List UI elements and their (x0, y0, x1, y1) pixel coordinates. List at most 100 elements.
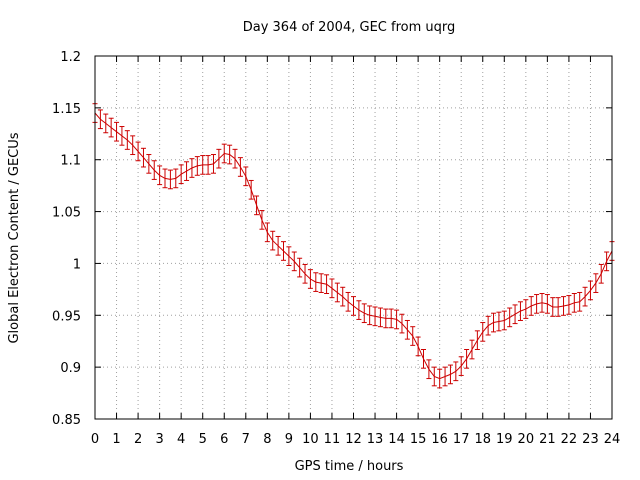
data-point-errorbar (151, 160, 157, 180)
x-tick-label: 16 (431, 432, 448, 447)
data-point-errorbar (491, 312, 497, 333)
data-point-errorbar (571, 293, 577, 313)
data-point-errorbar (275, 235, 281, 256)
data-point-errorbar (404, 319, 410, 340)
data-point-errorbar (140, 147, 146, 168)
data-point-errorbar (200, 155, 206, 175)
x-tick-label: 24 (604, 432, 621, 447)
x-tick-label: 6 (220, 432, 228, 447)
chart-title: Day 364 of 2004, GEC from uqrg (243, 20, 456, 35)
data-point-errorbar (189, 158, 195, 178)
data-point-errorbar (534, 294, 540, 314)
data-point-errorbar (114, 121, 120, 142)
y-tick-label: 1 (73, 257, 81, 272)
data-point-errorbar (178, 164, 184, 185)
data-point-errorbar (297, 257, 303, 278)
data-point-errorbar (496, 311, 502, 332)
y-tick-label: 1.2 (60, 50, 81, 65)
x-tick-label: 7 (242, 432, 250, 447)
data-point-errorbar (421, 349, 427, 369)
data-point-errorbar (442, 366, 448, 387)
x-tick-label: 18 (474, 432, 491, 447)
data-point-errorbar (566, 295, 572, 315)
data-point-errorbar (593, 273, 599, 293)
data-point-errorbar (544, 294, 550, 314)
data-point-errorbar (97, 109, 103, 130)
x-tick-label: 2 (134, 432, 142, 447)
y-tick-label: 0.85 (52, 413, 81, 428)
data-point-errorbar (485, 315, 491, 336)
data-point-errorbar (399, 313, 405, 334)
data-point-errorbar (103, 113, 109, 134)
data-point-errorbar (480, 322, 486, 342)
x-tick-label: 10 (302, 432, 319, 447)
data-point-errorbar (464, 349, 470, 369)
data-point-errorbar (415, 336, 421, 357)
x-axis-label: GPS time / hours (295, 459, 404, 474)
data-point-errorbar (270, 230, 276, 251)
data-point-errorbar (507, 307, 513, 328)
x-tick-label: 12 (345, 432, 362, 447)
x-tick-label: 14 (388, 432, 405, 447)
data-point-errorbar (232, 148, 238, 169)
data-point-errorbar (329, 278, 335, 299)
data-point-errorbar (259, 210, 265, 230)
data-point-errorbar (243, 166, 249, 187)
data-point-errorbar (367, 305, 373, 326)
data-point-errorbar (108, 117, 114, 138)
x-tick-label: 5 (199, 432, 207, 447)
x-tick-label: 13 (367, 432, 384, 447)
data-point-errorbar (307, 269, 313, 289)
data-point-errorbar (254, 195, 260, 216)
x-tick-label: 19 (496, 432, 513, 447)
axis-ticks: 0 1 2 3 4 5 6 7 8 9 10 11 12 13 14 15 16 17 18 19 20 21 22 23 24… (52, 50, 620, 447)
data-point-errorbar (286, 246, 292, 267)
data-point-errorbar (280, 241, 286, 261)
data-point-errorbar (135, 141, 141, 162)
y-tick-label: 0.9 (60, 361, 81, 376)
data-point-errorbar (604, 251, 610, 272)
x-tick-label: 1 (112, 432, 120, 447)
data-point-errorbar (227, 144, 233, 165)
data-point-errorbar (474, 330, 480, 351)
data-point-errorbar (582, 286, 588, 307)
x-tick-label: 15 (410, 432, 427, 447)
x-tick-label: 3 (155, 432, 163, 447)
data-point-errorbar (194, 156, 200, 176)
x-tick-label: 9 (285, 432, 293, 447)
data-point-errorbar (324, 274, 330, 295)
data-point-errorbar (528, 296, 534, 316)
data-point-errorbar (184, 161, 190, 181)
x-tick-label: 22 (561, 432, 578, 447)
data-point-errorbar (426, 359, 432, 380)
data-point-errorbar (447, 364, 453, 385)
data-point-errorbar (501, 310, 507, 331)
data-point-errorbar (458, 356, 464, 376)
x-tick-label: 21 (539, 432, 556, 447)
data-point-errorbar (205, 155, 211, 175)
data-point-errorbar (437, 368, 443, 389)
data-point-errorbar (345, 291, 351, 312)
data-point-errorbar (124, 130, 130, 150)
data-point-errorbar (248, 179, 254, 200)
data-point-errorbar (394, 309, 400, 330)
data-point-errorbar (146, 154, 152, 174)
data-point-errorbar (561, 296, 567, 316)
data-point-errorbar (453, 361, 459, 382)
data-point-errorbar (431, 366, 437, 387)
data-point-errorbar (555, 297, 561, 317)
data-point-errorbar (318, 273, 324, 293)
plot-frame (94, 55, 613, 420)
y-tick-label: 0.95 (52, 309, 81, 324)
data-point-errorbar (388, 308, 394, 329)
x-tick-label: 11 (324, 432, 341, 447)
data-point-errorbar (361, 303, 367, 324)
data-point-errorbar (410, 326, 416, 346)
y-tick-label: 1.05 (52, 206, 81, 221)
x-tick-label: 8 (263, 432, 271, 447)
data-point-errorbar (550, 297, 556, 317)
data-point-errorbar (162, 168, 168, 189)
data-point-errorbar (237, 157, 243, 177)
data-point-errorbar (173, 168, 179, 189)
